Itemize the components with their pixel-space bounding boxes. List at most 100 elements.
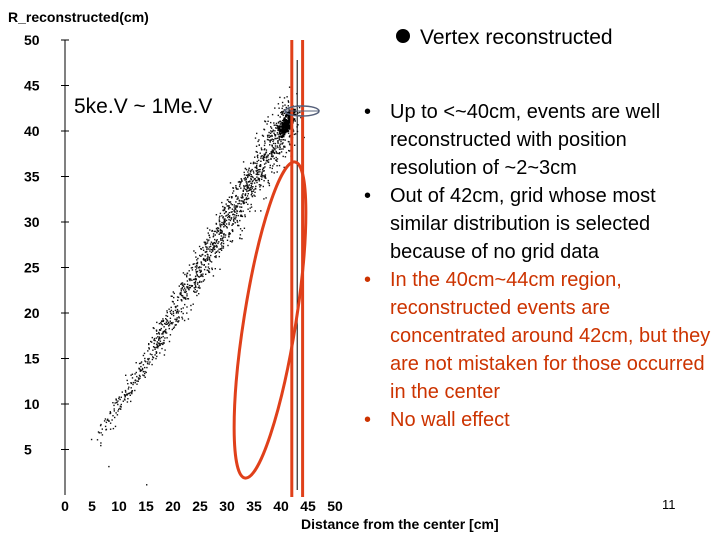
scatter-point bbox=[144, 366, 146, 369]
scatter-point bbox=[198, 245, 201, 248]
scatter-point bbox=[145, 371, 147, 374]
scatter-point bbox=[274, 149, 276, 151]
scatter-point bbox=[114, 425, 117, 428]
scatter-point bbox=[222, 222, 225, 224]
scatter-point bbox=[166, 311, 168, 314]
scatter-point bbox=[262, 185, 264, 188]
scatter-point bbox=[261, 168, 264, 171]
scatter-point bbox=[146, 366, 148, 369]
scatter-point bbox=[193, 282, 195, 284]
scatter-point bbox=[153, 339, 155, 341]
scatter-point bbox=[252, 170, 255, 172]
scatter-point bbox=[162, 342, 164, 344]
scatter-point bbox=[259, 152, 261, 154]
scatter-point bbox=[278, 164, 281, 167]
scatter-point bbox=[212, 236, 214, 238]
scatter-point bbox=[130, 374, 132, 376]
scatter-point bbox=[132, 383, 134, 386]
scatter-point bbox=[233, 209, 235, 211]
scatter-point bbox=[229, 219, 232, 222]
scatter-point bbox=[264, 148, 266, 150]
scatter-point bbox=[252, 190, 254, 192]
scatter-point bbox=[275, 159, 277, 161]
scatter-point bbox=[237, 188, 239, 190]
scatter-point bbox=[241, 197, 243, 199]
x-tick-label: 45 bbox=[300, 498, 316, 514]
scatter-point bbox=[139, 370, 141, 372]
x-tick-label: 20 bbox=[165, 498, 181, 514]
scatter-point bbox=[214, 252, 216, 254]
scatter-point bbox=[220, 238, 222, 240]
scatter-point bbox=[263, 175, 265, 178]
scatter-point bbox=[251, 192, 253, 195]
scatter-point bbox=[277, 133, 279, 136]
scatter-point bbox=[138, 362, 141, 365]
scatter-point bbox=[158, 339, 160, 341]
scatter-point bbox=[273, 157, 275, 160]
scatter-point bbox=[267, 136, 269, 138]
scatter-point bbox=[256, 151, 258, 153]
scatter-point bbox=[282, 155, 284, 158]
scatter-point bbox=[220, 239, 222, 241]
scatter-point bbox=[248, 169, 250, 171]
scatter-point bbox=[288, 120, 291, 123]
scatter-point bbox=[140, 365, 142, 368]
scatter-point bbox=[256, 162, 258, 165]
scatter-point bbox=[196, 275, 199, 277]
scatter-point bbox=[161, 333, 163, 335]
scatter-point bbox=[162, 335, 164, 338]
scatter-point bbox=[272, 129, 274, 131]
scatter-point bbox=[200, 266, 202, 269]
scatter-point bbox=[244, 185, 247, 187]
scatter-point bbox=[175, 318, 178, 321]
scatter-point bbox=[287, 105, 289, 107]
scatter-point bbox=[178, 310, 180, 312]
scatter-point bbox=[270, 139, 272, 141]
scatter-point bbox=[108, 419, 110, 422]
scatter-point bbox=[200, 270, 202, 273]
scatter-point bbox=[212, 233, 215, 235]
scatter-point bbox=[268, 131, 270, 134]
scatter-point bbox=[254, 178, 256, 181]
scatter-point bbox=[184, 283, 186, 285]
scatter-point bbox=[257, 156, 259, 159]
scatter-point bbox=[240, 206, 243, 208]
scatter-point bbox=[259, 184, 262, 186]
scatter-point bbox=[226, 239, 229, 241]
scatter-point bbox=[282, 114, 284, 117]
scatter-point bbox=[207, 254, 209, 256]
scatter-point bbox=[233, 220, 235, 222]
scatter-point bbox=[165, 332, 168, 334]
scatter-point bbox=[161, 347, 163, 350]
scatter-point bbox=[267, 139, 270, 141]
scatter-point bbox=[175, 320, 177, 322]
scatter-point bbox=[205, 246, 207, 248]
scatter-point bbox=[281, 125, 284, 128]
scatter-point bbox=[135, 362, 137, 364]
scatter-point bbox=[186, 312, 188, 314]
scatter-point bbox=[244, 188, 247, 191]
scatter-point bbox=[254, 166, 256, 169]
scatter-point bbox=[240, 178, 242, 180]
scatter-point bbox=[256, 167, 258, 170]
scatter-point bbox=[162, 343, 164, 346]
scatter-point bbox=[255, 173, 257, 175]
scatter-point bbox=[209, 260, 211, 262]
scatter-point bbox=[203, 257, 205, 260]
scatter-point bbox=[278, 153, 281, 155]
scatter-point bbox=[228, 233, 231, 235]
scatter-point bbox=[165, 323, 167, 325]
scatter-point bbox=[198, 266, 201, 268]
scatter-point bbox=[200, 248, 202, 250]
scatter-point bbox=[165, 318, 167, 320]
scatter-point bbox=[224, 221, 226, 224]
scatter-point bbox=[155, 343, 158, 345]
scatter-point bbox=[212, 275, 215, 277]
scatter-point bbox=[287, 132, 290, 134]
x-tick-label: 35 bbox=[246, 498, 262, 514]
scatter-point bbox=[132, 381, 135, 384]
scatter-point bbox=[186, 295, 188, 297]
scatter-point bbox=[257, 177, 260, 179]
scatter-point bbox=[190, 304, 192, 307]
scatter-point bbox=[220, 235, 223, 237]
